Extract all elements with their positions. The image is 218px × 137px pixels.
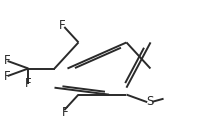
Text: F: F xyxy=(62,106,69,119)
Text: S: S xyxy=(146,95,153,108)
Text: F: F xyxy=(4,70,11,82)
Text: F: F xyxy=(4,55,11,67)
Text: F: F xyxy=(25,77,32,90)
Text: F: F xyxy=(59,19,66,32)
